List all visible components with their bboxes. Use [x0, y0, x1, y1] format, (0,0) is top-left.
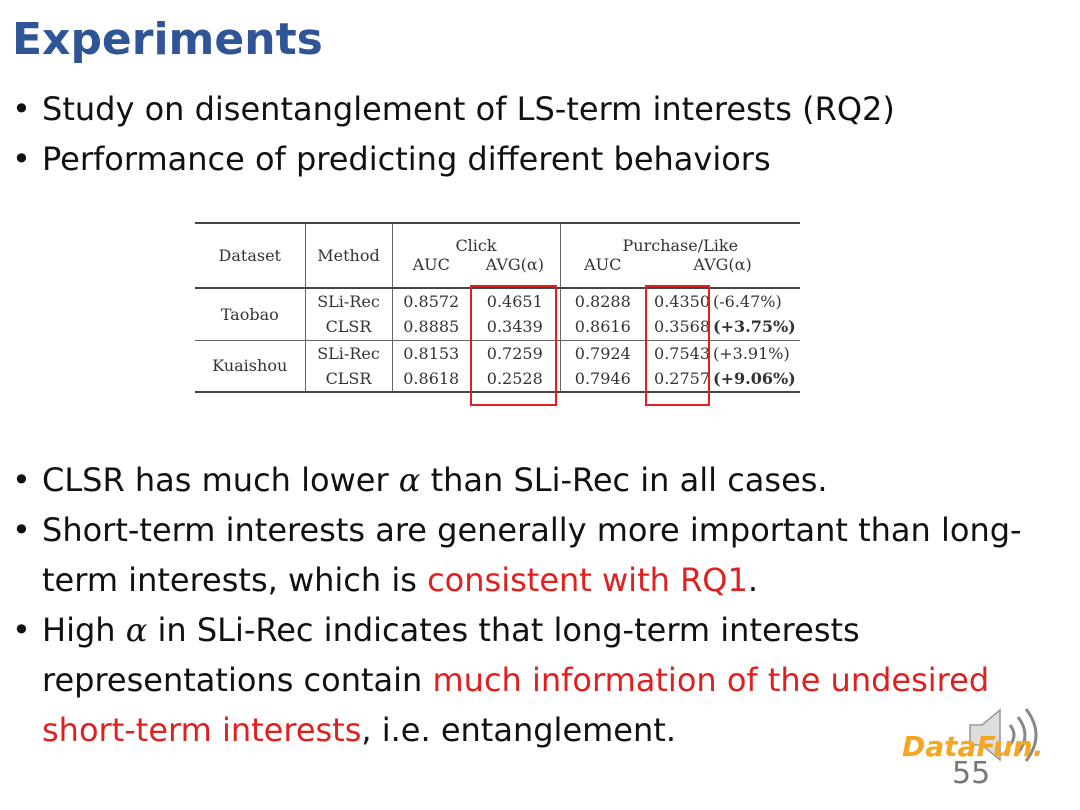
table-cell: 0.3439 [470, 314, 561, 340]
table-cell: 0.3568 [654, 317, 711, 337]
table-cell: 0.8153 [403, 343, 460, 363]
header-cell: Method [305, 223, 393, 288]
table-cell: Kuaishou [195, 340, 306, 392]
table-cell: 0.8572 [403, 292, 460, 311]
table: Dataset Method Click Purchase/Like AUC AVG(α)… [195, 222, 801, 393]
table-cell: (-6.47%) [713, 292, 782, 311]
table-cell: 0.2528 [470, 366, 561, 392]
bullet: Performance of predicting different beha… [0, 134, 895, 184]
table-cell: 0.4651 [470, 288, 561, 314]
text-segment: consistent with RQ1 [427, 561, 748, 599]
subheader-cell: AVG(α) [693, 255, 752, 274]
table-cell: (+3.75%) [713, 317, 796, 337]
data-row: Taobao SLi-Rec 0.8572 0.4651 0.8288 0.4350 (-6… [195, 288, 800, 340]
bullet: High α in SLi-Rec indicates that long-te… [0, 605, 1060, 755]
table-cell: 0.8616 [574, 317, 631, 337]
speaker-icon [969, 708, 1038, 762]
highlight-box [645, 285, 710, 406]
data-row: Kuaishou SLi-Rec 0.8153 0.7259 0.7924 0.7543(… [195, 340, 800, 392]
header-row: AUC AVG(α) AUC AVG(α) [195, 255, 801, 288]
text-segment: much information of the undesired short-… [42, 661, 990, 749]
table-cell: CLSR [305, 366, 393, 392]
logo: DataFun. [902, 730, 1044, 763]
top-bullets: Study on disentanglement of LS-term inte… [0, 84, 895, 184]
table-cell: Taobao [195, 288, 306, 340]
subheader-cell: AVG(α) [470, 255, 561, 288]
table-cell: 0.8885 [403, 317, 460, 337]
table-cell: (+3.91%) [713, 343, 790, 363]
subheader-cell: AUC [412, 255, 450, 274]
results-table: Dataset Method Click Purchase/Like AUC AVG(α)… [195, 222, 801, 406]
table-cell: 0.7924 [574, 343, 631, 363]
table-cell: 0.7946 [574, 369, 631, 388]
table-cell: 0.2757 [654, 369, 711, 388]
table-cell: 0.7259 [470, 340, 561, 366]
header-cell: Dataset [195, 223, 306, 288]
data-row: CLSR 0.8618 0.2528 0.7946 0.2757 (+9.06%) [195, 366, 801, 392]
header-cell: Purchase/Like [622, 236, 739, 255]
header-row: Dataset Method Click Purchase/Like [195, 223, 801, 288]
text-segment: than SLi-Rec in all cases. [420, 461, 828, 499]
table-cell: 0.8618 [403, 369, 460, 388]
subheader-cell: AUC [584, 255, 622, 274]
bullet: Study on disentanglement of LS-term inte… [0, 84, 895, 134]
text-segment: High [42, 611, 126, 649]
table-cell: 0.7543 [654, 343, 711, 363]
text-segment: . [747, 561, 759, 599]
text-segment: Short-term interests are generally more … [42, 511, 1022, 599]
text-segment: in SLi-Rec indicates that long-term inte… [42, 611, 860, 699]
table-cell: 0.4350 [654, 292, 711, 311]
table-cell: 0.8288 [574, 292, 631, 311]
text-segment: α [125, 611, 148, 649]
bottom-bullets: CLSR has much lower α than SLi-Rec in al… [0, 455, 1060, 755]
header-cell: Click [392, 223, 561, 255]
table-cell: (+9.06%) [713, 369, 796, 388]
table-cell: SLi-Rec [305, 288, 393, 314]
bullet: CLSR has much lower α than SLi-Rec in al… [0, 455, 1060, 505]
table-cell: CLSR [305, 314, 393, 340]
data-row: CLSR 0.8885 0.3439 0.8616 0.3568 (+3.75%) [195, 314, 801, 340]
page-number: 55 [952, 756, 991, 791]
text-segment: α [398, 461, 421, 499]
slide-title: Experiments [12, 14, 323, 65]
text-segment: , i.e. entanglement. [361, 711, 676, 749]
table-cell: SLi-Rec [305, 340, 393, 366]
highlight-box [470, 285, 557, 406]
bullet: Short-term interests are generally more … [0, 505, 1060, 605]
text-segment: CLSR has much lower [42, 461, 399, 499]
